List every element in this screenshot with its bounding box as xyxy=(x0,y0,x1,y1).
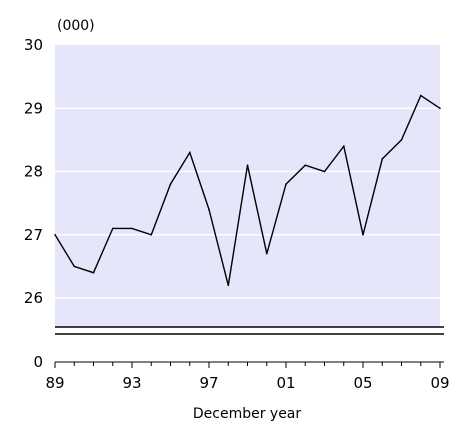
data-points xyxy=(54,94,441,287)
x-tick-label: 97 xyxy=(199,374,218,392)
data-point xyxy=(188,151,191,154)
data-point xyxy=(323,170,326,173)
y-tick-label: 28 xyxy=(24,163,43,181)
data-point xyxy=(246,164,249,166)
data-point xyxy=(285,183,287,185)
axis-break-lines xyxy=(55,326,444,335)
data-point xyxy=(304,164,307,166)
x-tick-label: 89 xyxy=(45,374,64,392)
data-point xyxy=(73,265,76,268)
data-point xyxy=(150,233,153,236)
y-tick-labels: 30 29 28 27 26 0 xyxy=(24,36,43,371)
data-point xyxy=(400,139,403,141)
x-tick-labels: 89 93 97 01 05 09 xyxy=(45,374,449,392)
data-point xyxy=(419,94,422,97)
data-point xyxy=(131,227,133,230)
data-point xyxy=(265,252,268,255)
data-point xyxy=(227,284,230,287)
unit-label: (000) xyxy=(57,18,95,34)
x-minor-ticks xyxy=(54,362,441,368)
x-tick-label: 05 xyxy=(353,374,372,392)
x-axis-title: December year xyxy=(193,406,302,422)
y-tick-label: 27 xyxy=(24,226,43,244)
data-point xyxy=(111,227,114,230)
data-point xyxy=(54,233,56,236)
data-point xyxy=(169,183,172,185)
x-tick-label: 09 xyxy=(430,374,449,392)
data-point xyxy=(342,145,345,147)
plot-background xyxy=(55,45,440,327)
data-point xyxy=(439,107,441,110)
y-tick-label: 26 xyxy=(24,289,43,307)
x-tick-label: 01 xyxy=(276,374,295,392)
data-point xyxy=(208,208,210,211)
y-tick-label: 0 xyxy=(33,353,43,371)
gridlines xyxy=(55,107,440,299)
data-point xyxy=(381,158,384,160)
y-tick-label: 30 xyxy=(24,36,43,54)
data-point xyxy=(92,271,95,274)
y-tick-label: 29 xyxy=(24,99,43,117)
x-tick-label: 93 xyxy=(122,374,141,392)
data-point xyxy=(362,233,364,236)
